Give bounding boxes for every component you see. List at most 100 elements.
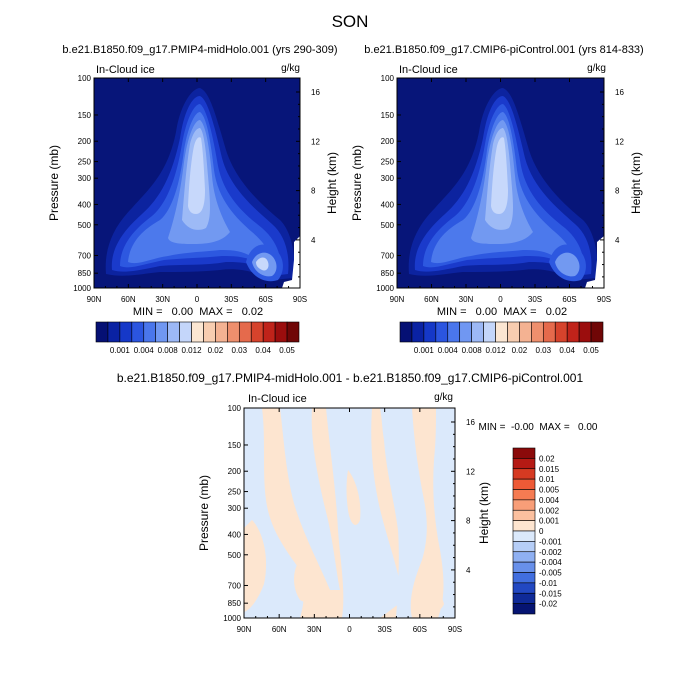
- y-tick-label: 150: [381, 111, 395, 120]
- colorbar-label: 0.05: [583, 346, 599, 355]
- height-ticks: 16 12 8 4: [600, 88, 624, 278]
- colorbar-label: 0.03: [232, 346, 248, 355]
- y-tick-label: 300: [78, 174, 92, 183]
- panel-title: b.e21.B1850.f09_g17.CMIP6-piControl.001 …: [364, 44, 643, 56]
- contour-band: [491, 137, 508, 214]
- colorbar-swatch: [512, 468, 536, 480]
- contour-band: [555, 252, 580, 277]
- x-tick-label: 0: [347, 625, 352, 634]
- y-tick-label: 250: [381, 158, 395, 167]
- y-tick-label: 400: [78, 200, 92, 209]
- x-tick-label: 60S: [413, 625, 427, 634]
- x-tick-label: 60S: [562, 295, 576, 304]
- y-ticks: 100 150 200 250 300 400 500 700 850 1000: [73, 74, 98, 293]
- colorbar-label: 0.001: [110, 346, 131, 355]
- x-tick-label: 30N: [155, 295, 170, 304]
- y-tick-label: 500: [381, 221, 395, 230]
- contour-band: [326, 408, 404, 618]
- x-tick-label: 90S: [293, 295, 307, 304]
- x-tick-label: 90S: [448, 625, 462, 634]
- y-tick-label: 500: [228, 551, 242, 560]
- colorbar-swatch: [512, 603, 536, 615]
- height-tick-label: 4: [311, 236, 316, 245]
- x-ticks: 90N 60N 30N 0 30S 60S 90S: [87, 78, 307, 304]
- colorbar-swatch: [590, 321, 604, 343]
- height-tick-label: 16: [466, 418, 475, 427]
- colorbar-swatch: [215, 321, 228, 343]
- y-tick-label: 250: [228, 488, 242, 497]
- colorbar-swatch: [512, 572, 536, 584]
- colorbar-label: -0.002: [539, 548, 562, 557]
- height-axis-label: Height (km): [477, 482, 491, 544]
- colorbar-swatch: [167, 321, 180, 343]
- colorbar-swatch: [512, 447, 536, 459]
- colorbar: 0.001 0.004 0.008 0.012 0.02 0.03 0.04 0.05: [399, 321, 604, 355]
- height-tick-label: 4: [615, 236, 620, 245]
- colorbar-swatch: [512, 561, 536, 573]
- colorbar-label: 0.01: [539, 475, 555, 484]
- colorbar-swatch: [262, 321, 276, 343]
- colorbar-label: 0.001: [539, 517, 560, 526]
- y-tick-label: 200: [78, 137, 92, 146]
- x-tick-label: 60N: [272, 625, 287, 634]
- y-tick-label: 700: [228, 581, 242, 590]
- colorbar-label: 0.001: [414, 346, 435, 355]
- colorbar-label: 0.004: [134, 346, 155, 355]
- y-tick-label: 500: [78, 221, 92, 230]
- y-tick-label: 200: [228, 467, 242, 476]
- x-ticks: 90N 60N 30N 0 30S 60S 90S: [237, 408, 462, 634]
- contour-band: [433, 408, 455, 618]
- colorbar-label: 0.03: [536, 346, 552, 355]
- contour-band: [256, 257, 269, 271]
- x-tick-label: 0: [195, 295, 200, 304]
- height-tick-label: 12: [311, 137, 320, 146]
- colorbar-label: -0.005: [539, 569, 562, 578]
- colorbar-swatch: [512, 478, 536, 490]
- colorbar-label: 0.02: [208, 346, 224, 355]
- colorbar-swatch: [512, 541, 536, 553]
- colorbar-label: 0.04: [255, 346, 271, 355]
- colorbar-swatch: [423, 321, 437, 343]
- heatmap-field: [244, 408, 455, 618]
- y-tick-label: 300: [228, 504, 242, 513]
- page-title: SON: [332, 12, 369, 31]
- colorbar-label: -0.001: [539, 537, 562, 546]
- variable-label: In-Cloud ice: [399, 64, 458, 76]
- colorbar-swatch: [227, 321, 240, 343]
- colorbar-swatch: [512, 489, 536, 501]
- height-tick-label: 12: [466, 467, 475, 476]
- x-tick-label: 30N: [307, 625, 322, 634]
- y-tick-label: 700: [381, 251, 395, 260]
- colorbar-swatch: [435, 321, 449, 343]
- colorbar-label: 0.04: [559, 346, 575, 355]
- variable-label: In-Cloud ice: [248, 393, 307, 405]
- colorbar-label: 0: [539, 527, 544, 536]
- colorbar-swatch: [507, 321, 520, 343]
- y-axis-label: Pressure (mb): [47, 145, 61, 221]
- colorbar-swatch: [411, 321, 425, 343]
- colorbar-swatch: [203, 321, 216, 343]
- height-ticks: 16 12 8 4: [296, 88, 320, 278]
- height-axis-label: Height (km): [325, 152, 339, 214]
- colorbar-swatch: [495, 321, 508, 343]
- x-tick-label: 30N: [459, 295, 474, 304]
- colorbar-swatch: [554, 321, 568, 343]
- colorbar-label: 0.015: [539, 465, 560, 474]
- colorbar-label: 0.012: [182, 346, 203, 355]
- colorbar-swatch: [512, 520, 536, 532]
- y-ticks: 100 150 200 250 300 400 500 700 850 1000: [376, 74, 401, 293]
- x-tick-label: 90N: [390, 295, 405, 304]
- colorbar-swatch: [512, 551, 536, 563]
- height-tick-label: 12: [615, 137, 624, 146]
- colorbar-label: -0.01: [539, 579, 558, 588]
- contour-band: [188, 137, 205, 214]
- colorbar-label: 0.008: [462, 346, 483, 355]
- y-tick-label: 700: [78, 251, 92, 260]
- missing-data: [282, 236, 300, 288]
- colorbar-swatch: [274, 321, 288, 343]
- y-ticks: 100 150 200 250 300 400 500 700 850 1000: [223, 404, 248, 623]
- height-tick-label: 16: [311, 88, 320, 97]
- colorbar-label: -0.004: [539, 558, 562, 567]
- colorbar-label: 0.05: [279, 346, 295, 355]
